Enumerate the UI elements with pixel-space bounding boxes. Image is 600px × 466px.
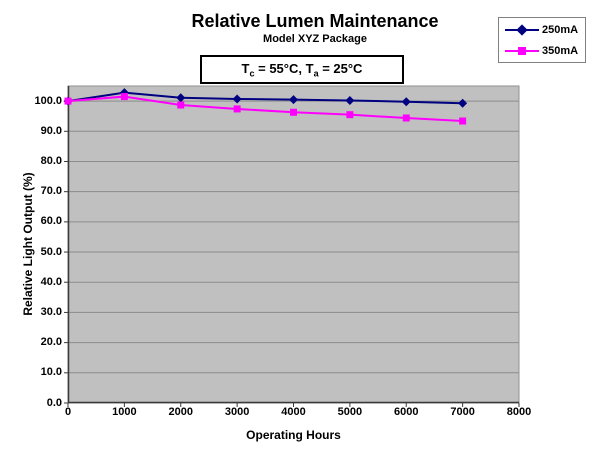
legend-diamond-sample: [516, 23, 528, 36]
condition-t2: T: [305, 60, 314, 76]
y-tick-label-0: 0.0: [46, 396, 62, 409]
condition-t1-sub: c: [249, 68, 255, 79]
y-tick-label-90: 90.0: [40, 124, 62, 137]
data-point-250mA: [345, 95, 355, 105]
condition-box: Tc = 55°C, Ta = 25°C: [200, 55, 404, 84]
plot-background: [67, 85, 520, 404]
data-point-350mA: [402, 114, 410, 122]
data-point-350mA: [459, 117, 467, 125]
x-tick-label-6000: 6000: [394, 406, 419, 418]
y-tick-label-100: 100.0: [34, 94, 62, 107]
x-axis-title: Operating Hours: [246, 428, 341, 442]
x-tick-label-7000: 7000: [450, 406, 475, 418]
legend-item-250ma: 250mA: [505, 21, 585, 39]
square-marker-icon: [505, 46, 539, 56]
legend-square-sample: [518, 46, 526, 55]
data-point-350mA: [233, 105, 241, 113]
plot-area: [63, 85, 520, 407]
data-point-250mA: [401, 97, 411, 107]
chart-subtitle: Model XYZ Package: [263, 33, 367, 45]
data-point-350mA: [64, 97, 72, 105]
diamond-marker-icon: [505, 23, 539, 36]
legend-label-350ma: 350mA: [542, 44, 579, 57]
x-tick-label-5000: 5000: [337, 406, 363, 418]
y-tick-label-10: 10.0: [40, 366, 62, 379]
x-tick-label-2000: 2000: [168, 406, 193, 418]
x-tick-label-4000: 4000: [281, 406, 306, 418]
x-tick-label-3000: 3000: [224, 406, 250, 418]
y-axis-title: Relative Light Output (%): [21, 172, 35, 316]
data-point-250mA: [176, 93, 186, 103]
condition-t1: T: [241, 60, 250, 76]
legend-label-250ma: 250mA: [542, 23, 579, 36]
condition-t2-rest: = 25°C: [318, 60, 363, 76]
condition-t1-rest: = 55°C,: [254, 60, 306, 76]
legend-item-350ma: 350mA: [505, 42, 585, 60]
data-point-350mA: [177, 101, 185, 109]
y-tick-label-20: 20.0: [40, 336, 62, 349]
x-tick-label-1000: 1000: [112, 406, 137, 418]
data-point-250mA: [119, 88, 129, 98]
chart-title: Relative Lumen Maintenance: [191, 11, 439, 31]
condition-text: Tc = 55°C, Ta = 25°C: [242, 61, 363, 79]
data-point-350mA: [120, 93, 128, 101]
condition-t2-sub: a: [313, 68, 319, 79]
legend: 250mA 350mA: [498, 17, 586, 63]
data-point-250mA: [458, 98, 468, 108]
x-tick-label-0: 0: [64, 406, 72, 418]
data-point-350mA: [346, 111, 354, 119]
data-point-250mA: [289, 95, 298, 105]
data-point-250mA: [232, 94, 242, 104]
data-point-350mA: [290, 108, 297, 116]
series-350mA-line: [67, 95, 463, 123]
x-tick-label-8000: 8000: [506, 406, 532, 418]
series-250mA-line: [67, 91, 463, 105]
